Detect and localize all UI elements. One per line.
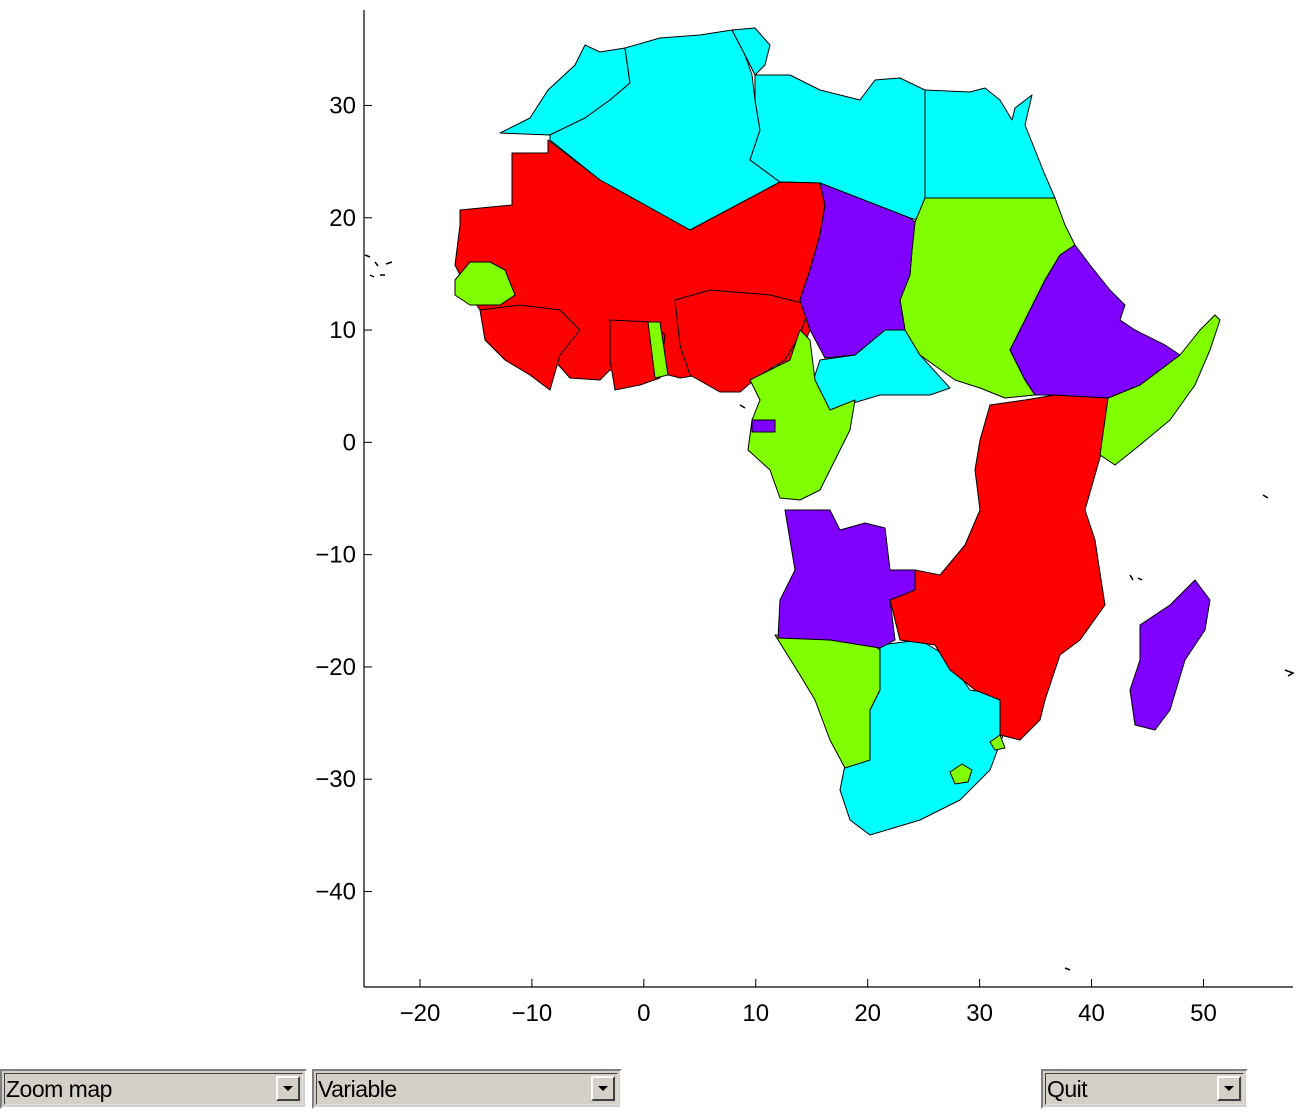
x-tick-label: 20 (854, 1000, 881, 1027)
chevron-down-icon (283, 1086, 293, 1091)
y-tick-label: 0 (343, 429, 356, 456)
country-group-purple (751, 182, 1211, 731)
y-tick-label: −20 (315, 654, 356, 681)
quit-dropdown-arrow[interactable] (1217, 1076, 1241, 1101)
x-tick-label: 50 (1190, 1000, 1217, 1027)
country-senegal[interactable] (454, 261, 516, 306)
x-tick-label: −10 (512, 1000, 553, 1027)
x-tick-label: 0 (637, 1000, 650, 1027)
country-tunisia[interactable] (731, 27, 771, 76)
zoom-map-dropdown[interactable]: Zoom map (0, 1069, 307, 1109)
country-cameroon-congo[interactable] (747, 329, 856, 501)
country-lesotho[interactable] (949, 763, 973, 785)
quit-field (1045, 1073, 1244, 1105)
country-ethiopia-eritrea[interactable] (1009, 244, 1181, 399)
y-tick-label: 10 (329, 317, 356, 344)
zoom-map-dropdown-arrow[interactable] (276, 1076, 300, 1101)
quit-label: Quit (1047, 1076, 1088, 1102)
country-angola[interactable] (777, 509, 916, 649)
map-axes: −20 −10 0 10 20 30 40 50 30 20 10 0 −10 −20 −30 −40 (315, 10, 1293, 1027)
country-east-africa[interactable] (889, 394, 1109, 741)
variable-field (316, 1073, 618, 1105)
chevron-down-icon (598, 1086, 608, 1091)
island-mark (1262, 494, 1269, 499)
island-marks (364, 254, 1295, 971)
country-swaziland[interactable] (989, 734, 1006, 751)
island-mark (1129, 574, 1143, 581)
country-west-coast[interactable] (479, 304, 581, 391)
island-mark (1284, 669, 1295, 677)
x-tick-label: −20 (400, 1000, 441, 1027)
zoom-map-label: Zoom map (6, 1076, 112, 1102)
y-axis-ticks: 30 20 10 0 −10 −20 −30 −40 (315, 92, 372, 906)
y-tick-label: −40 (315, 879, 356, 906)
map-figure: −20 −10 0 10 20 30 40 50 30 20 10 0 −10 −20 −30 −40 (315, 10, 1295, 1027)
country-madagascar[interactable] (1129, 579, 1211, 731)
country-namibia[interactable] (774, 634, 881, 769)
country-togo-benin[interactable] (647, 321, 669, 379)
y-tick-label: −10 (315, 542, 356, 569)
island-mark (739, 404, 746, 409)
x-tick-label: 30 (966, 1000, 993, 1027)
y-tick-label: −30 (315, 766, 356, 793)
country-nigeria[interactable] (674, 289, 811, 393)
variable-label: Variable (318, 1076, 397, 1102)
island-mark (364, 254, 393, 278)
y-tick-label: 20 (329, 205, 356, 232)
island-mark (1064, 967, 1071, 971)
x-tick-label: 10 (742, 1000, 769, 1027)
variable-dropdown-arrow[interactable] (591, 1076, 615, 1101)
quit-dropdown[interactable]: Quit (1041, 1069, 1248, 1109)
x-tick-label: 40 (1078, 1000, 1105, 1027)
country-egypt[interactable] (924, 87, 1056, 199)
country-chad[interactable] (799, 182, 916, 359)
zoom-map-field (4, 1073, 303, 1105)
y-tick-label: 30 (329, 92, 356, 119)
country-group-cyan (499, 27, 1056, 836)
x-axis-ticks: −20 −10 0 10 20 30 40 50 (400, 979, 1217, 1027)
variable-dropdown[interactable]: Variable (312, 1069, 622, 1109)
chevron-down-icon (1224, 1086, 1234, 1091)
country-eq-guinea[interactable] (751, 419, 776, 433)
